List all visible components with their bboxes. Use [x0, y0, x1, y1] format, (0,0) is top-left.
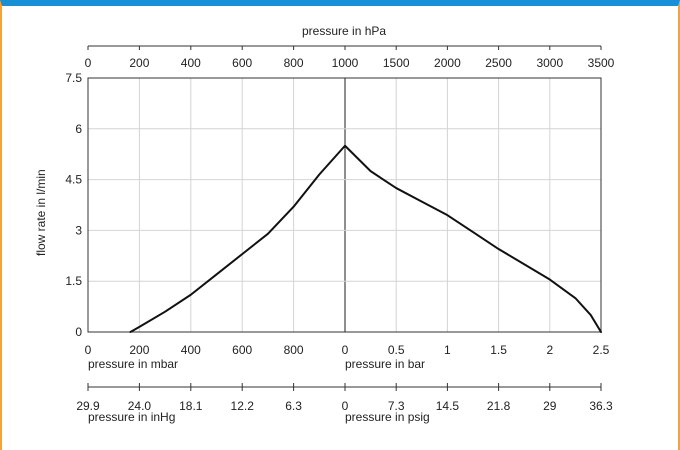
lower-left-axis-title: pressure in inHg [88, 410, 175, 424]
bottom-left-tick-label: 200 [129, 343, 149, 357]
y-tick-label: 4.5 [65, 173, 82, 187]
top-axis-tick-label: 3500 [588, 56, 615, 70]
lower-left-tick-label: 12.2 [231, 399, 255, 413]
lower-right-tick-label: 21.8 [487, 399, 511, 413]
bottom-right-tick-label: 2 [546, 343, 553, 357]
top-axis-tick-label: 400 [181, 56, 201, 70]
tick-labels: 01.534.567.50 200 400 600 800 1000 1500 2000 250… [65, 56, 614, 413]
lower-left-tick-label: 24.0 [128, 399, 152, 413]
top-axis-tick-label: 200 [129, 56, 149, 70]
flow-rate-chart: 01.534.567.50 200 400 600 800 1000 1500 2000 250… [34, 24, 615, 424]
bottom-right-tick-label: 1.5 [490, 343, 507, 357]
y-tick-label: 6 [75, 122, 82, 136]
y-tick-label: 7.5 [65, 71, 82, 85]
lower-right-tick-label: 14.5 [436, 399, 460, 413]
top-axis-tick-label: 2500 [485, 56, 512, 70]
plot-area-border [87, 77, 602, 333]
lower-left-tick-label: 6.3 [285, 399, 302, 413]
top-axis-tick-label: 2000 [434, 56, 461, 70]
flow-rate-line [129, 144, 602, 333]
top-axis-tick-label: 0 [85, 56, 92, 70]
lower-left-tick-label: 29.9 [76, 399, 100, 413]
bottom-left-axis-title: pressure in mbar [88, 357, 178, 371]
bottom-right-tick-label: 2.5 [593, 343, 610, 357]
bottom-left-tick-label: 600 [232, 343, 252, 357]
lower-right-tick-label: 0 [342, 399, 349, 413]
lower-right-tick-label: 7.3 [388, 399, 405, 413]
bottom-right-tick-label: 0 [342, 343, 349, 357]
bottom-left-tick-label: 400 [181, 343, 201, 357]
y-tick-label: 3 [75, 223, 82, 237]
top-axis-tick-label: 1000 [332, 56, 359, 70]
bottom-left-tick-label: 0 [85, 343, 92, 357]
top-axis-tick-label: 800 [284, 56, 304, 70]
lower-right-axis-title: pressure in psig [345, 410, 430, 424]
top-axis-tick-label: 600 [232, 56, 252, 70]
grid-lines [87, 77, 602, 333]
bottom-right-axis-title: pressure in bar [345, 357, 425, 371]
bottom-right-tick-label: 0.5 [388, 343, 405, 357]
lower-left-tick-label: 18.1 [179, 399, 203, 413]
top-axis-tick-label: 3000 [536, 56, 563, 70]
bottom-left-tick-label: 800 [284, 343, 304, 357]
lower-right-tick-label: 36.3 [589, 399, 613, 413]
y-tick-label: 1.5 [65, 274, 82, 288]
lower-right-tick-label: 29 [543, 399, 557, 413]
bottom-right-tick-label: 1 [444, 343, 451, 357]
top-axis-title: pressure in hPa [302, 24, 386, 38]
axes [87, 45, 602, 391]
data-series [129, 144, 602, 333]
y-axis-title: flow rate in l/min [34, 169, 48, 256]
y-tick-label: 0 [75, 325, 82, 339]
top-axis-tick-label: 1500 [383, 56, 410, 70]
